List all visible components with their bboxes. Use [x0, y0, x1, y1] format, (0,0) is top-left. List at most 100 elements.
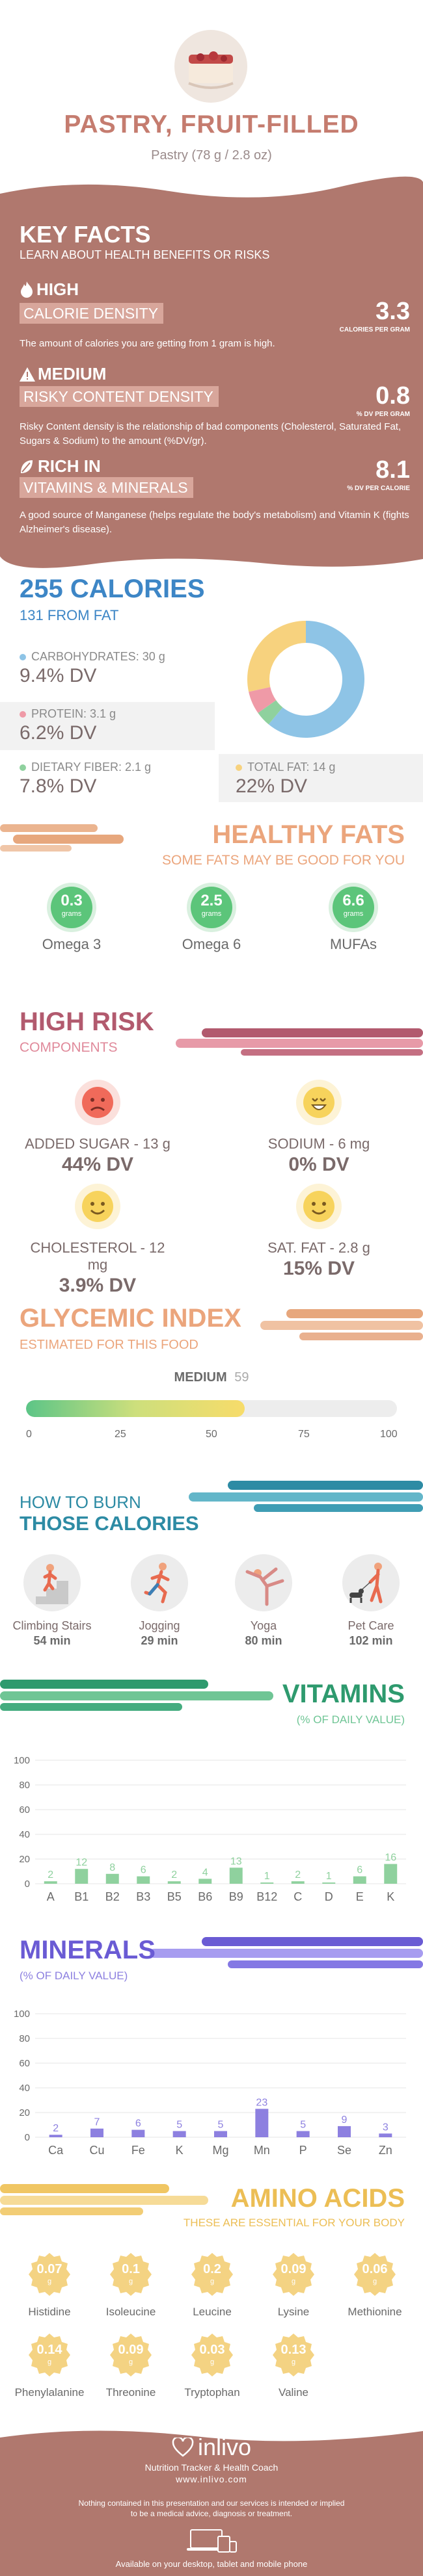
fact-description: The amount of calories you are getting f…: [20, 338, 275, 349]
vitamins-chart: 100 80 60 40 20 0 2 A 12 B1 8 B2 6 B3 2 B5 4 B6 13 B9 1 B12 2 C…: [14, 1755, 406, 1903]
amino-name: Valine: [279, 2386, 308, 2399]
amino-badge-icon: [273, 2334, 314, 2376]
bar-value-label: 23: [256, 2097, 267, 2108]
bar: [49, 2135, 62, 2137]
fact-name: VITAMINS & MINERALS: [20, 477, 193, 498]
risk-added-sugar: ADDED SUGAR - 13 g 44% DV: [20, 1079, 176, 1176]
key-facts-title: KEY FACTS: [20, 221, 151, 248]
macro-carbs: CARBOHYDRATES: 30 g 9.4% DV: [20, 650, 165, 687]
bar-value-label: 16: [385, 1853, 396, 1864]
vitamins-subtitle: (% OF DAILY VALUE): [296, 1713, 405, 1726]
bar-value-label: 6: [357, 1865, 362, 1876]
x-tick-label: E: [356, 1890, 364, 1903]
footer-url[interactable]: www.inlivo.com: [176, 2474, 247, 2484]
carbs-dot-icon: [20, 653, 26, 660]
bar-value-label: 7: [94, 2117, 100, 2128]
x-tick-label: A: [47, 1890, 55, 1903]
bar: [198, 1879, 212, 1884]
y-tick-label: 0: [25, 1879, 30, 1890]
bar-value-label: 2: [53, 2123, 59, 2134]
devices-icon: [187, 2529, 237, 2553]
bar-value-label: 2: [171, 1869, 177, 1880]
burn-title-2: THOSE CALORIES: [20, 1512, 199, 1535]
glycemic-title: GLYCEMIC INDEX: [20, 1304, 241, 1333]
x-tick-label: C: [293, 1890, 302, 1903]
x-tick-label: Mg: [212, 2144, 228, 2157]
bar: [172, 2131, 186, 2137]
y-tick-label: 80: [19, 2033, 30, 2044]
macro-fiber: DIETARY FIBER: 2.1 g 7.8% DV: [20, 761, 151, 798]
donut-slice: [247, 621, 306, 692]
inlivo-heart-icon: [172, 2438, 194, 2457]
burn-activity-name: Jogging: [139, 1619, 180, 1632]
amino-subtitle: THESE ARE ESSENTIAL FOR YOUR BODY: [183, 2217, 405, 2229]
bar: [255, 2109, 269, 2137]
y-tick-label: 60: [19, 2058, 30, 2069]
fat-value: 0.3: [61, 892, 83, 909]
risk-cholesterol: CHOLESTEROL - 12 mg 3.9% DV: [20, 1183, 176, 1297]
amino-name: Threonine: [105, 2386, 156, 2399]
key-facts-subtitle: LEARN ABOUT HEALTH BENEFITS OR RISKS: [20, 248, 270, 261]
x-tick-label: D: [325, 1890, 333, 1903]
x-tick-label: Zn: [379, 2144, 392, 2157]
bar-value-label: 6: [141, 1865, 146, 1876]
bar-value-label: 1: [326, 1871, 332, 1882]
amino-unit: g: [291, 2358, 296, 2366]
risk-name: ADDED SUGAR - 13 g: [25, 1136, 171, 1152]
bar: [105, 1873, 119, 1884]
fat-name: MUFAs: [329, 936, 377, 952]
macro-protein: PROTEIN: 3.1 g 6.2% DV: [20, 707, 116, 744]
minerals-subtitle: (% OF DAILY VALUE): [20, 1970, 128, 1982]
amino-badge-icon: [191, 2334, 233, 2376]
x-tick-label: P: [299, 2144, 307, 2157]
macro-dv: 6.2% DV: [20, 722, 97, 744]
fat-value: 6.6: [342, 892, 364, 909]
amino-item: 0.13 g Valine: [256, 2332, 331, 2399]
bar: [167, 1881, 181, 1884]
risk-name: SAT. FAT - 2.8 g: [267, 1240, 370, 1256]
fat-circle: 0.3 grams: [51, 887, 92, 928]
glycemic-stripes: [260, 1309, 423, 1340]
macro-label: TOTAL FAT: 14 g: [247, 761, 336, 774]
macro-protein-bg: [0, 702, 215, 750]
yoga-icon: [235, 1554, 292, 1611]
burn-yoga: Yoga 80 min: [218, 1554, 309, 1648]
fat-omega3: 0.3 grams Omega 3: [36, 887, 107, 953]
glycemic-fill: [26, 1400, 245, 1417]
amino-unit: g: [128, 2278, 133, 2285]
fact-unit: % DV PER CALORIE: [347, 485, 410, 492]
amino-item: 0.09 g Threonine: [93, 2332, 169, 2399]
burn-activity-time: 102 min: [349, 1634, 393, 1647]
amino-badge-icon: [110, 2334, 152, 2376]
risk-dv: 15% DV: [282, 1258, 355, 1279]
macro-label: PROTEIN: 3.1 g: [31, 707, 116, 720]
fact-value: 3.3: [375, 298, 410, 325]
fact-vitamins-minerals: RICH IN VITAMINS & MINERALS 8.1 % DV PER…: [20, 456, 410, 547]
amino-value: 0.1: [122, 2262, 140, 2276]
key-facts-section: KEY FACTS LEARN ABOUT HEALTH BENEFITS OR…: [0, 208, 423, 551]
fact-unit: CALORIES PER GRAM: [339, 326, 410, 333]
amino-unit: g: [128, 2358, 133, 2366]
bar: [291, 1881, 305, 1884]
donut-slice: [268, 621, 364, 738]
bar: [379, 2133, 392, 2137]
glycemic-tick: 75: [298, 1429, 310, 1440]
risk-name: CHOLESTEROL - 12 mg: [30, 1240, 165, 1273]
amino-name: Leucine: [193, 2306, 232, 2318]
high-risk-stripes: [176, 1028, 423, 1056]
fat-value: 2.5: [200, 892, 223, 909]
macro-dv: 22% DV: [236, 775, 308, 797]
fat-name: Omega 6: [182, 936, 241, 952]
laughing-face-icon: [296, 1080, 342, 1125]
amino-value: 0.09: [118, 2343, 144, 2357]
fat-unit: grams: [343, 910, 364, 918]
x-tick-label: Se: [337, 2144, 351, 2157]
bar-value-label: 3: [383, 2122, 389, 2133]
bar-value-label: 2: [48, 1869, 53, 1880]
bar-value-label: 4: [202, 1867, 208, 1878]
macro-dv: 7.8% DV: [20, 775, 97, 797]
risk-dv: 44% DV: [61, 1154, 134, 1175]
burn-pet-care: Pet Care 102 min: [325, 1554, 416, 1648]
macro-label: CARBOHYDRATES: 30 g: [31, 650, 165, 663]
fat-dot-icon: [236, 764, 242, 771]
